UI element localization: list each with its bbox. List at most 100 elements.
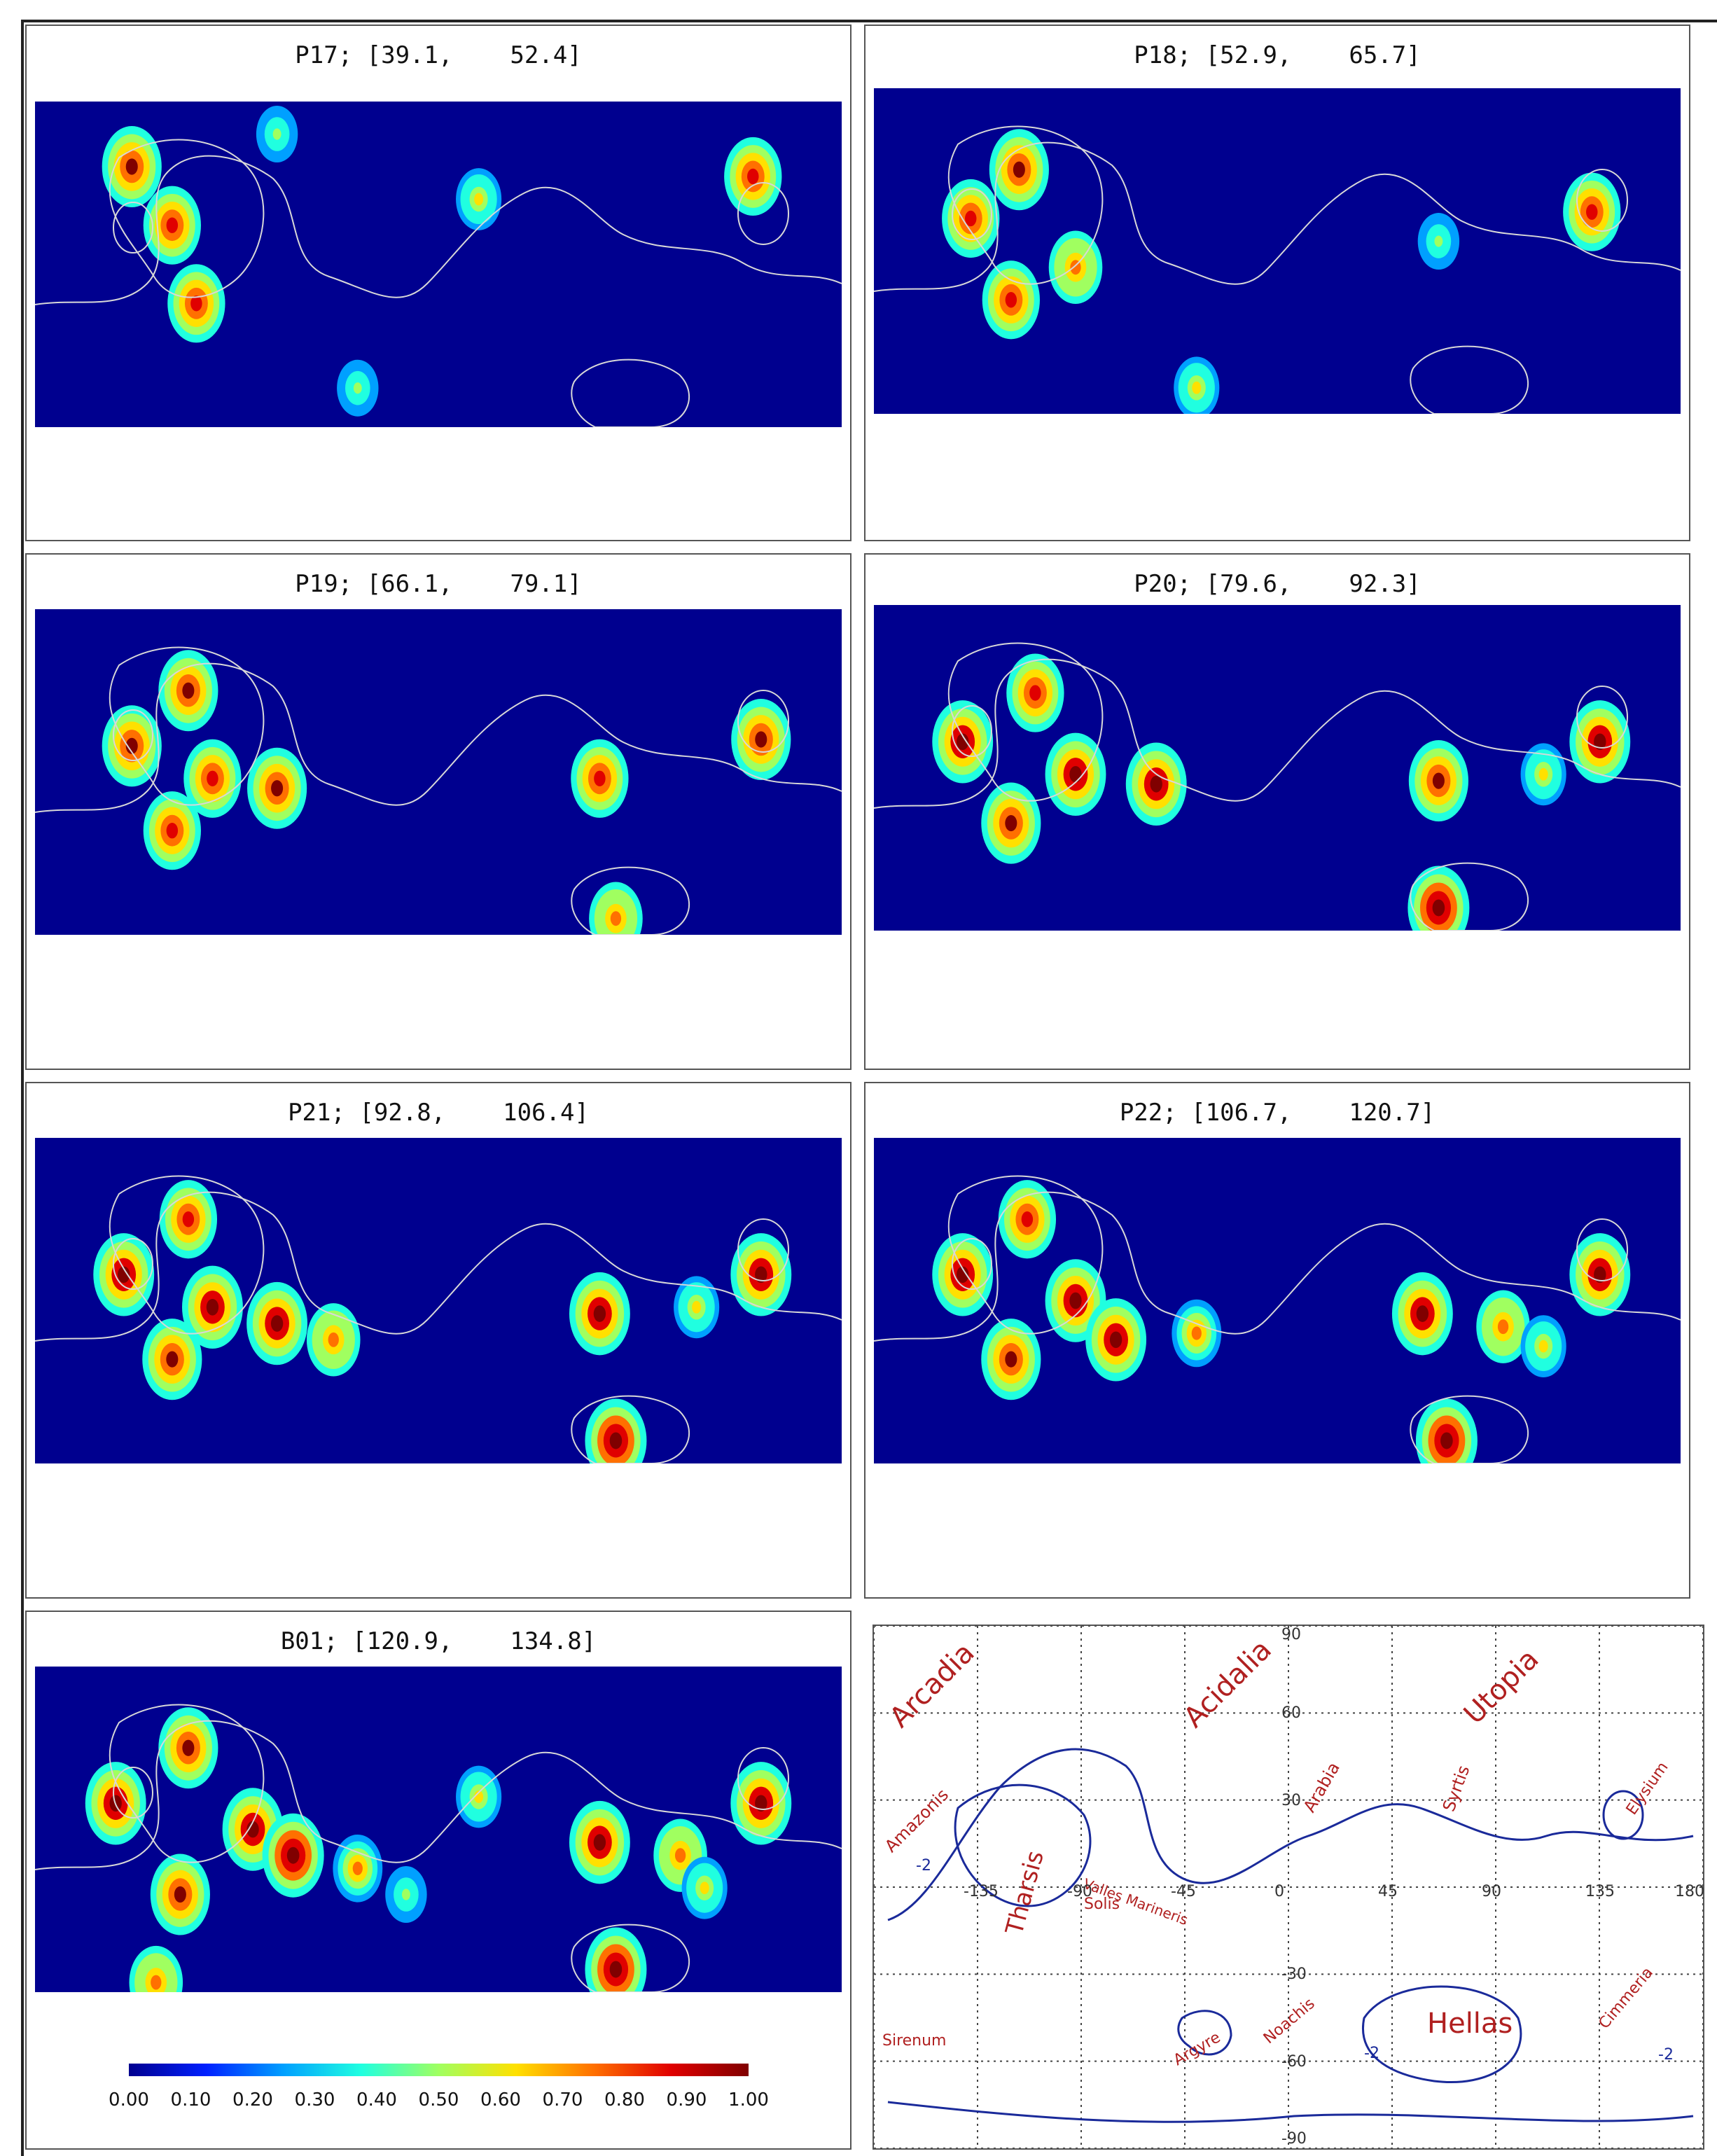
region-label: Hellas — [1427, 2008, 1513, 2040]
topography-contour — [874, 1191, 1681, 1342]
panel-title: P22; [106.7, 120.7] — [1119, 1099, 1436, 1127]
hotspot — [730, 1233, 792, 1316]
colorbar-tick: 1.00 — [728, 2089, 769, 2110]
reference-contour — [887, 2101, 1694, 2123]
lon-tick: 0 — [1274, 1883, 1284, 1900]
hotspot — [167, 264, 225, 343]
lat-tick: -60 — [1281, 2052, 1307, 2071]
hotspot — [1045, 732, 1106, 816]
topography-contour — [737, 690, 790, 753]
hotspot — [143, 791, 201, 870]
figure-top-border — [21, 20, 1717, 22]
hotspot — [150, 1854, 210, 1935]
hotspot-ring — [474, 193, 484, 206]
lon-tick: 45 — [1378, 1883, 1398, 1900]
hotspot — [674, 1276, 720, 1339]
hotspot-ring — [1191, 1326, 1202, 1340]
hotspot — [1172, 1299, 1222, 1368]
topography-contour — [113, 202, 154, 253]
hotspot — [1391, 1272, 1453, 1356]
topography-contour — [952, 705, 993, 757]
topography-contour — [35, 155, 842, 305]
hotspot-ring — [246, 1821, 259, 1838]
hotspot-ring — [206, 1298, 219, 1316]
hotspot-ring — [125, 158, 138, 175]
lon-tick: 180 — [1675, 1883, 1704, 1900]
hotspot-ring — [674, 1848, 686, 1863]
hotspot-ring — [1594, 733, 1606, 751]
panel-title: P21; [92.8, 106.4] — [288, 1099, 589, 1127]
hotspot — [731, 698, 791, 781]
hotspot-ring — [1594, 1266, 1606, 1284]
hotspot — [1174, 356, 1220, 414]
hotspot-ring — [755, 731, 767, 748]
hotspot — [982, 260, 1040, 340]
topography-contour — [947, 125, 1104, 285]
hotspot — [456, 168, 502, 230]
reference-contour — [954, 1783, 1092, 1907]
hotspot — [932, 700, 994, 784]
hotspot-ring — [1069, 1292, 1082, 1309]
hotspot — [1417, 213, 1460, 270]
hotspot — [158, 650, 218, 732]
colorbar-tick: 0.60 — [480, 2089, 521, 2110]
hotspot-ring — [594, 770, 606, 787]
hotspot-ring — [1586, 204, 1598, 220]
heatmap-p20 — [874, 605, 1681, 931]
hotspot — [102, 705, 162, 787]
hotspot-ring — [182, 1211, 195, 1227]
reference-contour — [1602, 1790, 1644, 1840]
hotspot — [102, 125, 162, 208]
heatmap-p19 — [35, 609, 842, 935]
hotspot-ring — [1440, 1432, 1453, 1449]
reference-contour — [1177, 2010, 1232, 2056]
topography-contour — [1576, 1218, 1629, 1281]
reference-map-panel: Arcadia Acidalia Utopia Amazonis Tharsis Arab… — [873, 1625, 1704, 2150]
hotspot-ring — [1021, 1211, 1034, 1227]
hotspot-ring — [692, 1300, 702, 1314]
panel-title: P20; [79.6, 92.3] — [1134, 570, 1421, 598]
panel-p19: P19; [66.1, 79.1] — [25, 553, 851, 1070]
heatmap-p21 — [35, 1138, 842, 1463]
lon-tick: -135 — [964, 1883, 999, 1900]
figure-left-border — [21, 20, 24, 2156]
panel-title: P17; [39.1, 52.4] — [295, 41, 582, 69]
heatmap-background — [35, 1138, 842, 1463]
hotspot — [724, 137, 782, 216]
panel-p22: P22; [106.7, 120.7] — [864, 1082, 1690, 1599]
reference-contour — [1362, 1985, 1522, 2083]
hotspot — [129, 1945, 183, 1992]
hotspot — [1563, 172, 1621, 251]
topography-contour — [571, 1924, 690, 1992]
hotspot-ring — [352, 1861, 363, 1875]
hotspot — [571, 739, 629, 818]
topography-contour — [571, 866, 690, 935]
colorbar-tick: 0.30 — [294, 2089, 335, 2110]
hotspot — [932, 1233, 994, 1316]
lat-tick: -90 — [1281, 2130, 1307, 2148]
hotspot-ring — [593, 1305, 606, 1322]
hotspot — [998, 1180, 1057, 1259]
topography-contour — [571, 1395, 690, 1463]
contour-label: -2 — [916, 1857, 931, 1875]
contour-label: -2 — [1658, 2046, 1674, 2064]
lon-tick: 135 — [1585, 1883, 1615, 1900]
hotspot-ring — [174, 1886, 186, 1903]
hotspot — [730, 1762, 792, 1845]
topography-contour — [947, 642, 1104, 802]
topography-contour — [737, 1747, 790, 1810]
hotspot-ring — [747, 168, 759, 185]
hotspot-ring — [593, 1834, 606, 1851]
contour-label: -2 — [1364, 2045, 1379, 2062]
heatmap-svg — [35, 1667, 842, 1992]
hotspot-ring — [1005, 292, 1017, 308]
hotspot-ring — [182, 1739, 195, 1756]
colorbar — [129, 2064, 749, 2076]
heatmap-svg — [874, 88, 1681, 414]
hotspot — [456, 1765, 502, 1828]
hotspot-ring — [401, 1889, 410, 1900]
hotspot-ring — [353, 382, 362, 394]
heatmap-p18 — [874, 88, 1681, 414]
hotspot-ring — [190, 295, 202, 312]
topography-contour — [35, 1191, 842, 1342]
